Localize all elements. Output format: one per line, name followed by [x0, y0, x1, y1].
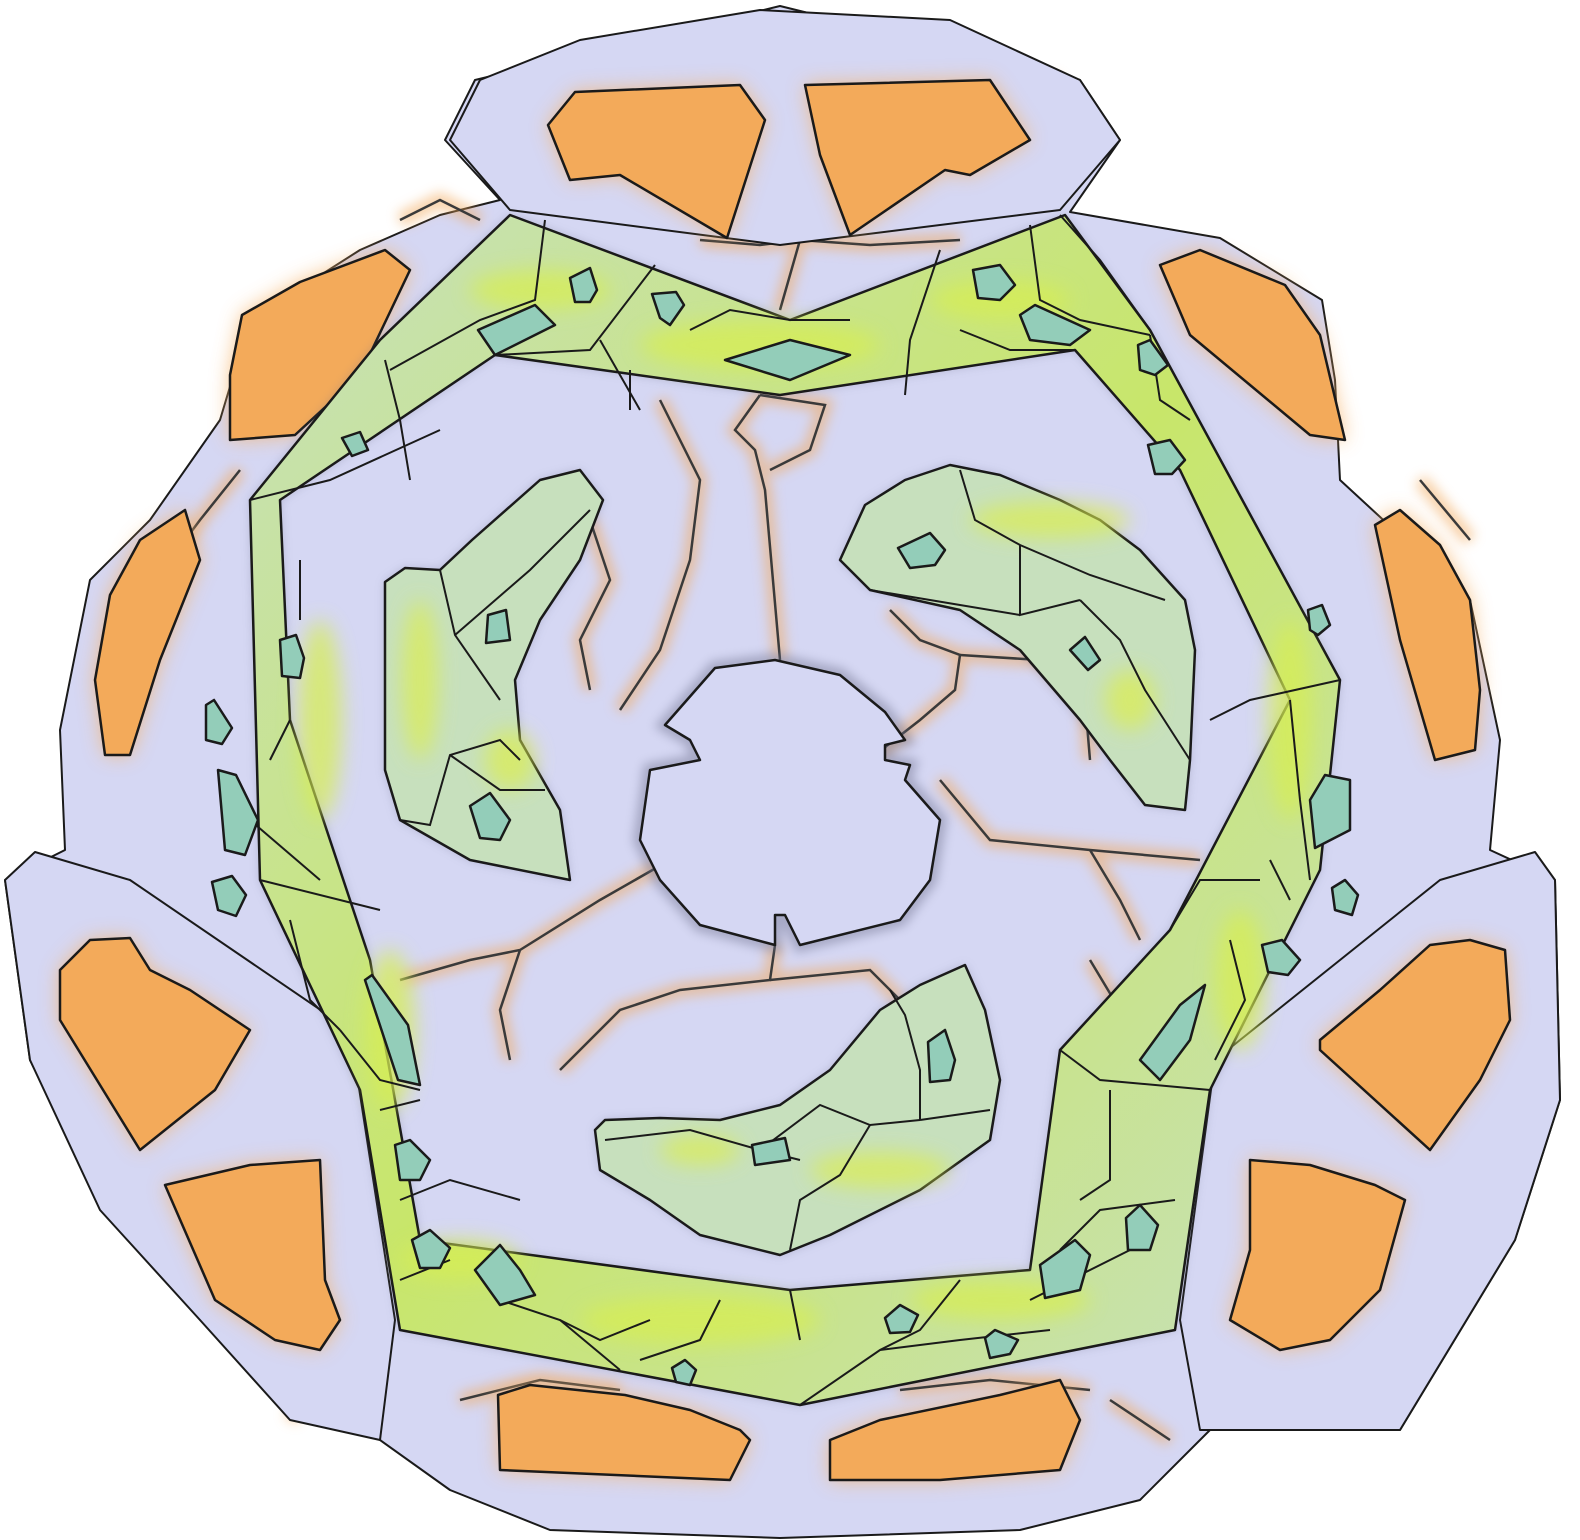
- teal-cell-icon: [568, 266, 599, 304]
- orange-patch-icon: [496, 1383, 752, 1482]
- teal-cell-icon: [204, 698, 234, 746]
- teal-cell-icon: [1038, 1238, 1092, 1300]
- orange-patch-icon: [228, 248, 412, 442]
- green-band: [204, 213, 1360, 1407]
- teal-cell-icon: [1330, 878, 1360, 917]
- teal-cell-icon: [216, 768, 260, 857]
- teal-cell-icon: [883, 1303, 920, 1335]
- teal-cell-icon: [1124, 1203, 1160, 1252]
- orange-patch-icon: [1158, 248, 1347, 442]
- teal-cell-icon: [723, 338, 852, 382]
- teal-cell-icon: [1146, 438, 1187, 476]
- trefoil-hub-icon: [632, 652, 948, 955]
- orange-patches: [58, 78, 1512, 1482]
- teal-cell-icon: [340, 430, 370, 458]
- teal-cell-icon: [1068, 635, 1102, 672]
- orange-patch-icon: [1318, 938, 1512, 1152]
- teal-cell-icon: [363, 973, 422, 1087]
- teal-cell-icon: [210, 874, 248, 918]
- orange-patch-icon: [803, 78, 1032, 237]
- orange-patch-icon: [1373, 508, 1482, 762]
- teal-cell-icon: [971, 263, 1017, 302]
- teal-cell-icon: [650, 290, 686, 327]
- green-segment-lines: [249, 214, 1341, 1406]
- teal-cell-icon: [468, 791, 512, 842]
- teal-cell-icon: [1308, 773, 1352, 850]
- teal-cell-icon: [476, 303, 557, 357]
- teal-cell-icon: [1260, 938, 1302, 977]
- band-teal-cells: [204, 263, 1360, 1387]
- orange-patch-icon: [546, 83, 767, 240]
- teal-cell-icon: [393, 1138, 432, 1182]
- orange-patch-icon: [58, 936, 252, 1152]
- teal-cell-icon: [278, 633, 306, 680]
- teal-cell-icon: [750, 1136, 792, 1167]
- teal-cell-icon: [1018, 303, 1092, 347]
- teal-cell-icon: [410, 1228, 452, 1270]
- teal-cell-icon: [896, 531, 947, 570]
- top-panel: [449, 9, 1121, 246]
- teal-cell-icon: [670, 1358, 698, 1387]
- teal-cell-icon: [1136, 338, 1170, 377]
- teal-cell-icon: [473, 1243, 537, 1307]
- arm-highlights: [402, 502, 1155, 1188]
- inner-arms: [383, 463, 1197, 1257]
- teal-cell-icon: [1138, 983, 1207, 1082]
- green-band-icon: [383, 468, 605, 882]
- orange-patch-icon: [93, 508, 202, 757]
- arm-teal-cells: [468, 531, 1102, 1167]
- orange-patch-shapes: [58, 78, 1512, 1482]
- orange-patch-icon: [828, 1378, 1082, 1482]
- teal-cell-icon: [1306, 603, 1332, 637]
- teal-cell-icon: [926, 1028, 957, 1084]
- orange-patch-icon: [163, 1158, 342, 1352]
- teal-cell-icon: [983, 1328, 1020, 1360]
- arm-segment-lines: [399, 469, 1191, 1251]
- teal-cell-icon: [484, 608, 512, 645]
- orange-patch-icon: [1228, 1158, 1407, 1352]
